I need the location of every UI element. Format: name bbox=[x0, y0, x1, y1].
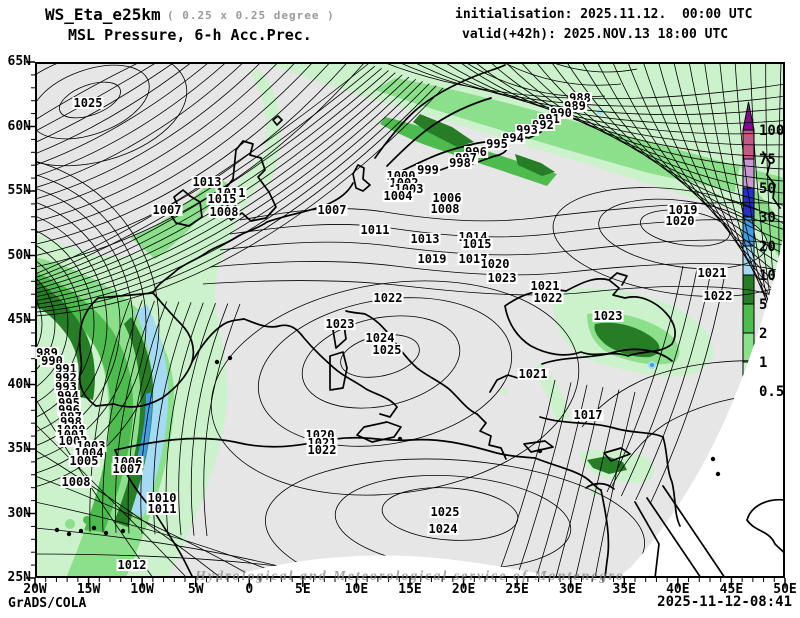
lon-tick-label: 20E bbox=[451, 582, 476, 597]
lon-tick-label: 5E bbox=[295, 582, 311, 597]
generation-timestamp: 2025-11-12-08:41 bbox=[657, 594, 792, 610]
lon-tick-label: 35E bbox=[612, 582, 637, 597]
grads-credit: GrADS/COLA bbox=[8, 596, 87, 611]
lat-tick-label: 40N bbox=[7, 376, 31, 392]
map-canvas: 100 75 50 30 20 10 5 2 1 0.5 bbox=[35, 62, 785, 578]
colorbar-label: 100 bbox=[759, 123, 784, 139]
lat-tick-label: 30N bbox=[7, 505, 31, 521]
colorbar-label: 5 bbox=[759, 297, 767, 313]
colorbar-label: 2 bbox=[759, 326, 767, 342]
lon-tick-label: 40E bbox=[666, 582, 690, 597]
grid-resolution-note: ( 0.25 x 0.25 degree ) bbox=[167, 9, 335, 22]
colorbar-label: 30 bbox=[759, 210, 776, 226]
lon-tick-label: 15W bbox=[76, 582, 101, 597]
colorbar-label: 10 bbox=[759, 268, 776, 284]
colorbar-label: 0.5 bbox=[759, 384, 784, 400]
model-title: WS_Eta_e25km bbox=[45, 5, 161, 24]
lat-tick-label: 55N bbox=[7, 183, 31, 198]
lat-tick-label: 60N bbox=[7, 118, 31, 134]
lon-tick-label: 25E bbox=[505, 582, 529, 597]
lon-tick-label: 20W bbox=[23, 582, 47, 597]
colorbar-label: 50 bbox=[759, 181, 776, 197]
lon-tick-label: 30E bbox=[558, 582, 583, 597]
lat-tick-label: 65N bbox=[7, 54, 31, 69]
colorbar-label: 20 bbox=[759, 239, 776, 255]
lat-tick-label: 50N bbox=[7, 247, 31, 263]
lon-tick-label: 0 bbox=[245, 582, 254, 597]
colorbar-label: 1 bbox=[759, 355, 767, 371]
map-plot: 100 75 50 30 20 10 5 2 1 0.5 bbox=[35, 62, 785, 578]
initialisation-time: initialisation: 2025.11.12. 00:00 UTC bbox=[455, 7, 753, 22]
lon-tick-label: 10W bbox=[130, 582, 154, 597]
colorbar-label: 75 bbox=[759, 152, 776, 168]
valid-time: valid(+42h): 2025.NOV.13 18:00 UTC bbox=[462, 27, 729, 42]
lat-tick-label: 45N bbox=[7, 312, 31, 327]
lon-tick-label: 10E bbox=[344, 582, 369, 597]
lon-tick-label: 50E bbox=[773, 582, 797, 597]
lon-tick-label: 5W bbox=[187, 582, 204, 597]
lat-tick-label: 25N bbox=[7, 570, 31, 585]
product-title: MSL Pressure, 6-h Acc.Prec. bbox=[68, 26, 312, 44]
lat-tick-label: 35N bbox=[7, 441, 31, 456]
lon-tick-label: 45E bbox=[719, 582, 744, 597]
lon-tick-label: 15E bbox=[398, 582, 422, 597]
